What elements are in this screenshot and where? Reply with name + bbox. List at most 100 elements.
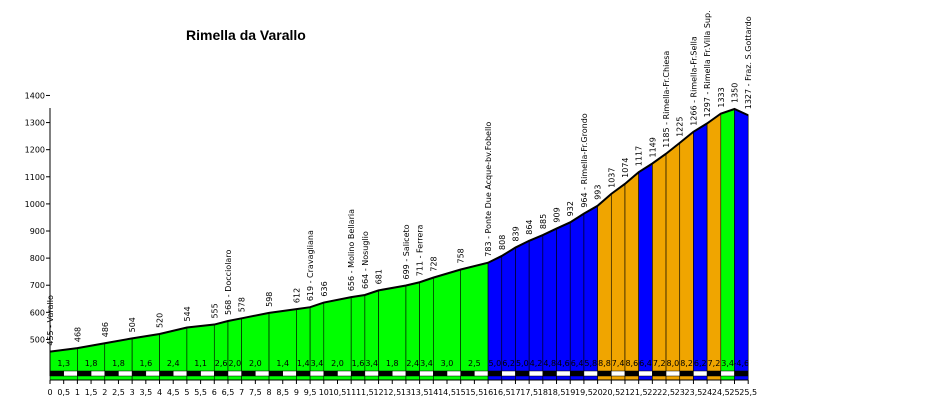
road-strip-6: [131, 370, 147, 377]
gradient-label-7: 2,0: [228, 359, 241, 368]
road-strip-25: [392, 370, 407, 377]
road-strip-19: [309, 370, 325, 377]
x-tick-label-35: 17,5: [520, 388, 538, 397]
segment-fill-32: [652, 153, 667, 381]
road-strip-40: [597, 370, 612, 377]
gradient-label-0: 1,3: [57, 359, 70, 368]
x-tick-label-47: 23,5: [685, 388, 703, 397]
gradient-label-27: 5,8: [584, 359, 597, 368]
x-tick-label-44: 22: [647, 388, 657, 397]
altitude-label-28: 993: [594, 185, 603, 200]
x-tick-label-11: 5,5: [194, 388, 207, 397]
x-tick-label-45: 22,5: [657, 388, 675, 397]
gradient-label-13: 1,6: [352, 359, 365, 368]
gradient-label-35: 6,2: [694, 359, 707, 368]
altitude-label-36: 1297 - Rimella Fr.Villa Sup.: [703, 10, 712, 117]
road-strip-22: [350, 370, 366, 377]
altitude-label-20: 783 - Ponte Due Acque-bv.Fobello: [484, 122, 493, 257]
y-tick-label-2: 700: [30, 281, 45, 290]
road-strip-2: [77, 370, 92, 377]
gradient-label-29: 7,4: [612, 359, 625, 368]
road-strip-17: [282, 370, 297, 377]
altitude-label-29: 1037: [607, 168, 616, 188]
road-strip-38: [569, 370, 585, 377]
road-strip-41: [611, 370, 626, 377]
altitude-label-2: 486: [101, 322, 110, 337]
segment-fill-36: [706, 113, 722, 381]
x-tick-label-3: 1,5: [85, 388, 98, 397]
road-strip-47: [693, 370, 708, 377]
altitude-label-1: 468: [73, 327, 82, 342]
gradient-label-1: 1,8: [85, 359, 98, 368]
road-strip-8: [159, 370, 174, 377]
x-tick-label-33: 16,5: [493, 388, 511, 397]
gradient-label-36: 7,2: [708, 359, 721, 368]
y-tick-label-8: 1300: [25, 119, 45, 128]
x-tick-label-8: 4: [157, 388, 162, 397]
gradient-label-19: 2,5: [468, 359, 481, 368]
altitude-label-18: 728: [429, 256, 438, 271]
altitude-label-6: 555: [210, 303, 219, 318]
road-strip-0: [49, 370, 64, 377]
road-strip-1: [63, 370, 78, 377]
altitude-label-30: 1074: [621, 157, 630, 177]
gradient-label-17: 3,4: [420, 359, 433, 368]
x-tick-label-4: 2: [102, 388, 107, 397]
road-strip-34: [515, 370, 530, 377]
gradient-label-20: 5,0: [489, 359, 502, 368]
gradient-label-15: 1,8: [386, 359, 399, 368]
road-strip-10: [186, 370, 201, 377]
gradient-label-18: 3,0: [441, 359, 454, 368]
altitude-label-9: 598: [265, 292, 274, 307]
segment-fill-7: [227, 317, 242, 381]
road-strip-32: [487, 370, 503, 377]
road-strip-15: [255, 370, 270, 377]
gradient-label-32: 7,2: [653, 359, 666, 368]
segment-fill-30: [624, 171, 639, 381]
x-tick-label-1: 0,5: [57, 388, 70, 397]
gradient-label-16: 2,4: [406, 359, 419, 368]
y-tick-label-7: 1200: [25, 146, 45, 155]
altitude-label-3: 504: [128, 317, 137, 332]
x-tick-label-16: 8: [266, 388, 271, 397]
gradient-label-23: 4,2: [530, 359, 543, 368]
x-tick-label-37: 18,5: [548, 388, 566, 397]
road-strip-46: [679, 370, 694, 377]
x-tick-label-5: 2,5: [112, 388, 125, 397]
x-tick-label-40: 20: [593, 388, 603, 397]
x-tick-label-31: 15,5: [465, 388, 483, 397]
altitude-label-27: 964 - Rimella-Fr.Grondo: [580, 113, 589, 207]
segment-fill-26: [569, 213, 585, 381]
gradient-label-30: 8,6: [625, 359, 638, 368]
segment-fill-24: [542, 228, 557, 381]
road-strip-45: [665, 370, 680, 377]
altitude-label-5: 544: [183, 306, 192, 321]
road-strip-20: [323, 370, 338, 377]
altitude-label-38: 1350: [731, 83, 740, 103]
y-tick-label-6: 1100: [25, 173, 45, 182]
x-tick-label-9: 4,5: [167, 388, 180, 397]
altitude-label-34: 1225: [676, 117, 685, 137]
segment-fill-33: [665, 142, 681, 381]
gradient-label-22: 5,0: [516, 359, 529, 368]
segment-fill-28: [597, 193, 612, 381]
altitude-label-19: 758: [457, 248, 466, 263]
road-strip-14: [241, 370, 256, 377]
y-tick-label-4: 900: [30, 227, 45, 236]
altitude-label-11: 619 - Cravagliana: [306, 230, 315, 301]
gradient-label-24: 4,8: [543, 359, 556, 368]
chart-title: Rimella da Varallo: [186, 27, 306, 43]
altitude-label-24: 885: [539, 214, 548, 229]
x-tick-label-14: 7: [239, 388, 244, 397]
altitude-label-39: 1327 - Fraz. S.Gottardo: [744, 16, 753, 109]
segment-fill-31: [638, 162, 653, 381]
x-tick-label-36: 18: [538, 388, 548, 397]
x-tick-label-18: 9: [294, 388, 299, 397]
road-strip-36: [542, 370, 557, 377]
gradient-label-25: 4,6: [557, 359, 570, 368]
x-tick-label-41: 20,5: [602, 388, 620, 397]
x-tick-label-32: 16: [483, 388, 493, 397]
gradient-label-31: 6,4: [639, 359, 652, 368]
road-strip-21: [337, 370, 352, 377]
x-tick-label-13: 6,5: [222, 388, 235, 397]
